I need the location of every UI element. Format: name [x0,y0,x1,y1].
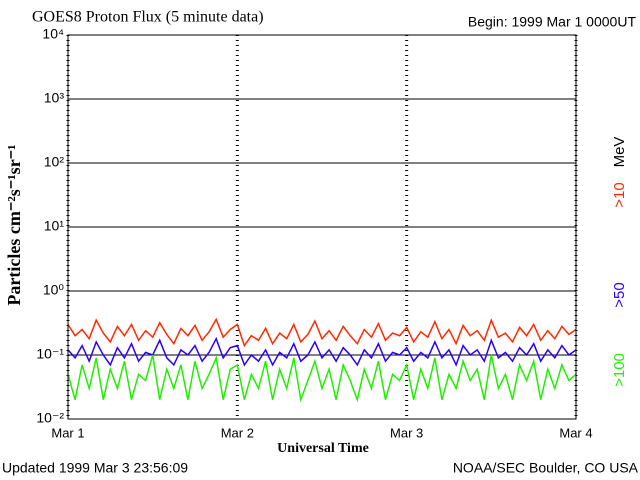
plot-frame [67,34,577,420]
legend-label: >100 [611,353,628,387]
legend-unit: MeV [611,137,628,168]
y-tick-label: 10⁻¹ [36,346,64,362]
y-tick-label: 10⁴ [42,26,64,42]
y-tick-label: 10¹ [44,218,65,234]
legend-label: >10 [611,182,628,207]
x-tick-label: Mar 1 [51,425,84,440]
footer-right: NOAA/SEC Boulder, CO USA [453,460,639,476]
legend-label: >50 [611,282,628,307]
y-tick-label: 10³ [44,90,65,106]
x-tick-label: Mar 3 [390,425,423,440]
chart-subtitle: Begin: 1999 Mar 1 0000UT [468,14,637,30]
x-tick-label: Mar 2 [221,425,254,440]
series-line [67,317,577,348]
x-axis-label: Universal Time [277,441,369,456]
y-axis-label: Particles cm⁻²s⁻¹sr⁻¹ [4,144,24,305]
y-tick-label: 10⁻² [36,410,64,426]
x-tick-label: Mar 4 [559,425,592,440]
series-line [67,354,577,403]
footer-left: Updated 1999 Mar 3 23:56:09 [2,460,188,476]
y-tick-label: 10² [44,154,65,170]
y-tick-label: 10⁰ [43,282,65,298]
chart-title: GOES8 Proton Flux (5 minute data) [32,9,264,26]
